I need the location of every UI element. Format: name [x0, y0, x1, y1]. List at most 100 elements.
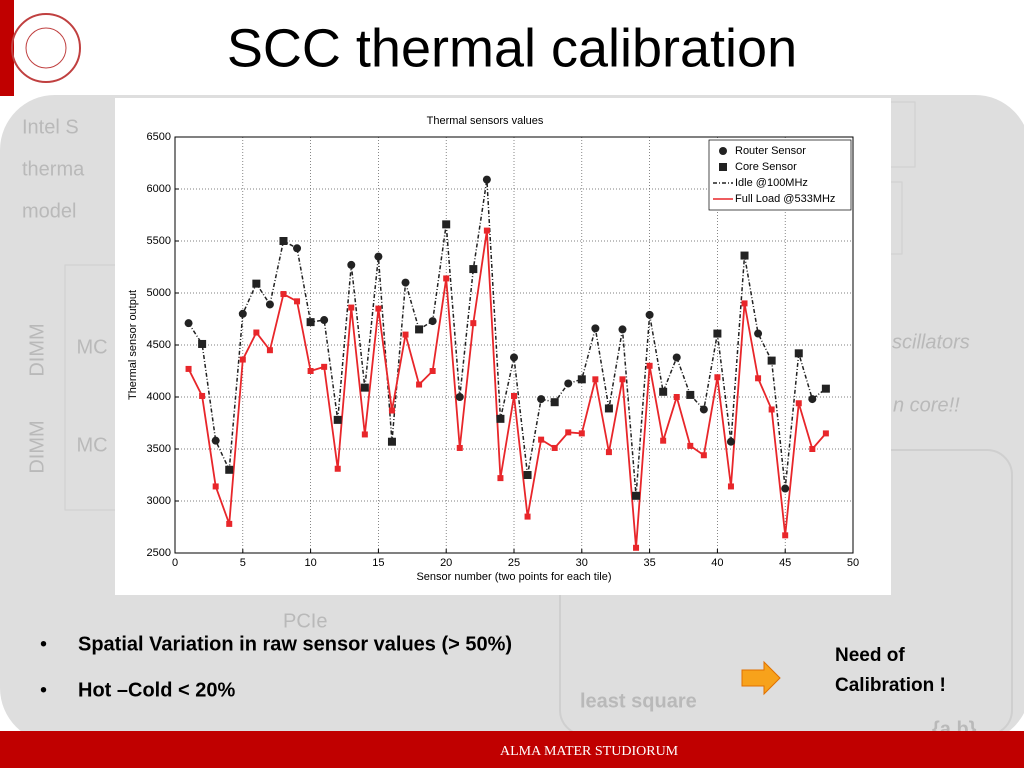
point: [266, 347, 273, 354]
point: [333, 415, 342, 424]
y-tick-label: 2500: [147, 547, 171, 559]
point: [577, 375, 586, 384]
point: [347, 260, 356, 269]
point: [211, 436, 220, 445]
slide-title: SCC thermal calibration: [227, 18, 797, 78]
x-tick-label: 15: [372, 557, 384, 569]
point: [294, 298, 301, 305]
point: [482, 175, 491, 184]
x-axis-label: Sensor number (two points for each tile): [416, 571, 611, 583]
point: [443, 275, 450, 282]
y-tick-label: 4500: [147, 339, 171, 351]
x-tick-label: 50: [847, 557, 859, 569]
point: [334, 465, 341, 472]
point: [700, 452, 707, 459]
callout: Calibration !: [835, 675, 946, 696]
point: [387, 437, 396, 446]
point: [496, 414, 505, 423]
y-tick-label: 6000: [147, 183, 171, 195]
y-tick-label: 6500: [147, 131, 171, 143]
point: [821, 384, 830, 393]
faded-text: DIMM: [26, 420, 48, 473]
bullet-dot: •: [40, 633, 47, 655]
point: [592, 376, 599, 383]
point: [523, 471, 532, 479]
point: [794, 349, 803, 358]
faded-text: least square: [580, 690, 697, 712]
point: [511, 392, 517, 399]
legend-marker: [719, 163, 727, 171]
point: [687, 442, 694, 449]
point: [632, 491, 641, 500]
legend-label: Idle @100MHz: [735, 177, 808, 189]
y-tick-label: 3500: [147, 443, 171, 455]
x-tick-label: 45: [779, 557, 791, 569]
x-tick-label: 10: [304, 557, 316, 569]
arrow: [741, 660, 781, 696]
series-line: [187, 179, 827, 496]
point: [741, 300, 748, 307]
point: [604, 404, 613, 413]
point: [673, 394, 680, 400]
point: [483, 227, 490, 234]
point: [415, 325, 424, 334]
bullet: Hot –Cold < 20%: [78, 679, 235, 701]
logo-inner: [25, 27, 67, 69]
y-tick-label: 4000: [147, 391, 171, 403]
point: [660, 437, 667, 444]
point: [470, 320, 477, 327]
point: [633, 544, 640, 551]
point: [755, 375, 762, 382]
y-tick-label: 5500: [147, 235, 171, 247]
point: [795, 400, 802, 407]
point: [564, 379, 573, 388]
y-tick-label: 3000: [147, 495, 171, 507]
point: [185, 365, 192, 372]
point: [226, 520, 233, 527]
point: [659, 387, 668, 396]
legend-label: Router Sensor: [735, 145, 806, 157]
faded-text: MC: [76, 336, 107, 358]
point: [306, 318, 315, 327]
point: [442, 220, 451, 229]
point: [388, 407, 395, 414]
point: [375, 305, 382, 312]
point: [618, 325, 627, 334]
point: [253, 329, 260, 336]
point: [754, 329, 763, 338]
point: [348, 304, 355, 311]
point: [199, 392, 206, 399]
point: [524, 513, 531, 520]
point: [455, 393, 464, 401]
point: [429, 368, 436, 374]
x-tick-label: 25: [508, 557, 520, 569]
point: [781, 484, 790, 493]
point: [605, 449, 612, 456]
bullet-dot: •: [40, 679, 47, 701]
point: [538, 436, 545, 443]
point: [184, 319, 193, 328]
point: [686, 390, 695, 399]
bullet: Spatial Variation in raw sensor values (…: [78, 633, 512, 655]
x-tick-label: 40: [711, 557, 723, 569]
y-axis-label: Thermal sensor output: [127, 290, 139, 400]
point: [416, 381, 423, 388]
point: [469, 265, 478, 274]
point: [510, 353, 518, 362]
chart-title: Thermal sensors values: [427, 115, 544, 127]
point: [645, 310, 654, 319]
callout: Need of: [835, 645, 905, 666]
point: [768, 406, 775, 413]
point: [551, 444, 558, 451]
point: [279, 237, 288, 245]
point: [713, 329, 722, 338]
point: [293, 244, 302, 253]
legend-label: Full Load @533MHz: [735, 193, 835, 205]
legend-marker: [719, 147, 727, 155]
point: [239, 356, 246, 363]
footer-bar: [0, 731, 1024, 768]
faded-text: scillators: [892, 331, 970, 353]
logo: [11, 13, 81, 83]
point: [646, 362, 653, 369]
legend-label: Core Sensor: [735, 161, 797, 173]
